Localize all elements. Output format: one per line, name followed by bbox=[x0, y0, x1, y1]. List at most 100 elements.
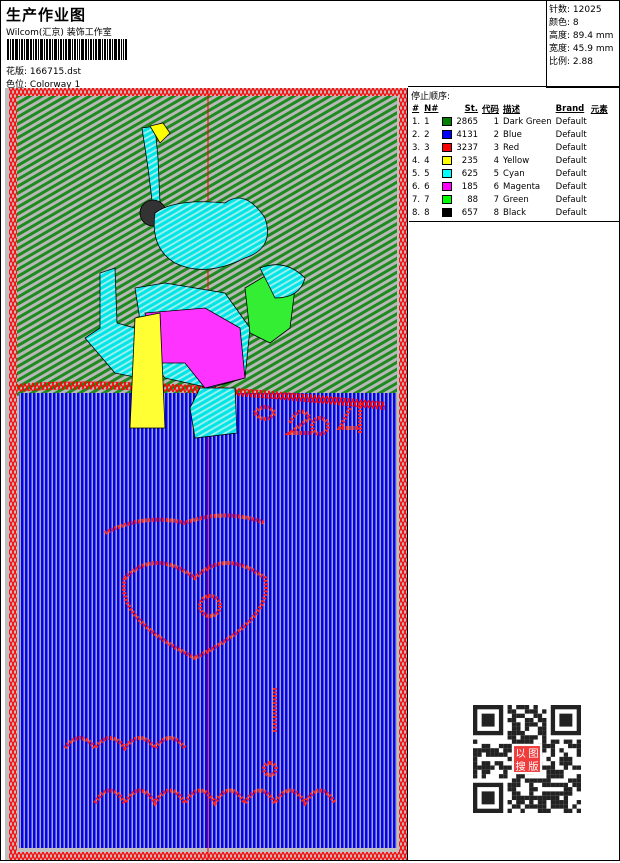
row-description: Black bbox=[503, 207, 527, 218]
barcode-bar bbox=[125, 39, 127, 60]
row-element bbox=[589, 167, 610, 180]
table-row: 5. 5 625 5 Cyan Default bbox=[410, 167, 610, 180]
barcode-bar bbox=[79, 39, 80, 60]
color-swatch bbox=[442, 142, 453, 152]
color-swatch bbox=[442, 194, 453, 204]
col-brand: Brand bbox=[555, 103, 585, 114]
barcode-bar bbox=[95, 39, 97, 60]
row-index: 1. bbox=[412, 116, 421, 127]
row-brand: Default bbox=[555, 142, 587, 153]
row-index: 7. bbox=[412, 194, 421, 205]
info-colors: 颜色: 8 bbox=[549, 18, 579, 28]
barcode-bar bbox=[88, 39, 89, 60]
table-row: 4. 4 235 4 Yellow Default bbox=[410, 154, 610, 167]
barcode-bar bbox=[72, 39, 73, 60]
barcode-bar bbox=[118, 39, 120, 60]
colorway-label: 色位: bbox=[6, 80, 28, 90]
table-row: 7. 7 88 7 Green Default bbox=[410, 193, 610, 206]
file-value: 166715.dst bbox=[29, 67, 82, 77]
row-element bbox=[589, 115, 610, 128]
stop-sequence-heading: 停止顺序: bbox=[411, 92, 451, 102]
table-row: 2. 2 4131 2 Blue Default bbox=[410, 128, 610, 141]
color-swatch-cell bbox=[440, 128, 454, 141]
row-description: Red bbox=[503, 142, 520, 153]
barcode-bar bbox=[109, 39, 111, 60]
barcode-bar bbox=[24, 39, 25, 60]
barcode-bar bbox=[65, 39, 67, 60]
stop-sequence-panel: 停止顺序: # N# St. 代码 描述 Brand 元素 1. 1 2865 … bbox=[409, 87, 620, 222]
row-stitches: 2865 bbox=[456, 116, 479, 127]
barcode-bar bbox=[58, 39, 59, 60]
row-stitches: 185 bbox=[461, 181, 479, 192]
row-stitches: 657 bbox=[461, 207, 479, 218]
row-description: Blue bbox=[503, 129, 522, 140]
table-row: 6. 6 185 6 Magenta Default bbox=[410, 180, 610, 193]
color-swatch bbox=[442, 168, 453, 178]
barcode-bar bbox=[123, 39, 124, 60]
row-brand: Default bbox=[555, 181, 587, 192]
embroidery-preview bbox=[5, 88, 408, 860]
color-swatch bbox=[442, 129, 453, 139]
row-brand: Default bbox=[555, 129, 587, 140]
barcode-bar bbox=[21, 39, 23, 60]
barcode-bar bbox=[7, 39, 9, 60]
colorway: 色位: Colorway 1 bbox=[6, 77, 80, 90]
color-table: # N# St. 代码 描述 Brand 元素 1. 1 2865 1 Dark… bbox=[410, 102, 610, 219]
row-brand: Default bbox=[555, 168, 587, 179]
row-number: 3 bbox=[424, 142, 430, 153]
barcode-bar bbox=[63, 39, 64, 60]
row-code: 8 bbox=[493, 207, 500, 218]
row-code: 5 bbox=[493, 168, 500, 179]
barcode-bar bbox=[107, 39, 108, 60]
row-code: 6 bbox=[493, 181, 500, 192]
col-code: 代码 bbox=[482, 104, 500, 115]
red-lettering bbox=[63, 403, 362, 807]
row-brand: Default bbox=[555, 207, 587, 218]
table-row: 8. 8 657 8 Black Default bbox=[410, 206, 610, 219]
col-element: 元素 bbox=[590, 104, 608, 115]
info-height: 高度: 89.4 mm bbox=[549, 31, 614, 41]
barcode bbox=[7, 39, 128, 60]
color-swatch-cell bbox=[440, 167, 454, 180]
row-description: Cyan bbox=[503, 168, 525, 179]
color-swatch bbox=[442, 116, 453, 126]
info-stitches: 针数: 12025 bbox=[549, 5, 602, 15]
color-swatch-cell bbox=[440, 154, 454, 167]
table-row: 3. 3 3237 3 Red Default bbox=[410, 141, 610, 154]
color-swatch bbox=[442, 207, 453, 217]
barcode-bar bbox=[77, 39, 78, 60]
barcode-bar bbox=[46, 39, 48, 60]
info-scale: 比例: 2.88 bbox=[549, 57, 593, 67]
barcode-bar bbox=[85, 39, 87, 60]
divider bbox=[408, 86, 620, 87]
barcode-bar bbox=[38, 39, 39, 60]
barcode-bar bbox=[98, 39, 101, 60]
row-index: 8. bbox=[412, 207, 421, 218]
barcode-bar bbox=[26, 39, 29, 60]
color-swatch bbox=[442, 181, 453, 191]
barcode-bar bbox=[90, 39, 92, 60]
barcode-bar bbox=[114, 39, 117, 60]
barcode-bar bbox=[93, 39, 94, 60]
row-index: 6. bbox=[412, 181, 421, 192]
barcode-bar bbox=[102, 39, 103, 60]
row-element bbox=[589, 141, 610, 154]
barcode-bar bbox=[112, 39, 113, 60]
file-name: 花版: 166715.dst bbox=[6, 64, 81, 77]
row-code: 4 bbox=[493, 155, 500, 166]
row-description: Yellow bbox=[503, 155, 530, 166]
qr-logo-glyph: 图 bbox=[528, 748, 538, 760]
row-number: 7 bbox=[424, 194, 430, 205]
barcode-bar bbox=[15, 39, 18, 60]
qr-code: 以图搜版 bbox=[472, 705, 582, 813]
col-index: # bbox=[412, 103, 420, 114]
row-stitches: 88 bbox=[467, 194, 479, 205]
barcode-bar bbox=[68, 39, 71, 60]
row-stitches: 4131 bbox=[456, 129, 479, 140]
color-swatch bbox=[442, 155, 453, 165]
barcode-bar bbox=[74, 39, 76, 60]
row-index: 2. bbox=[412, 129, 421, 140]
barcode-bar bbox=[60, 39, 62, 60]
barcode-bar bbox=[33, 39, 34, 60]
studio-name: Wilcom(汇京) 装饰工作室 bbox=[6, 28, 112, 38]
